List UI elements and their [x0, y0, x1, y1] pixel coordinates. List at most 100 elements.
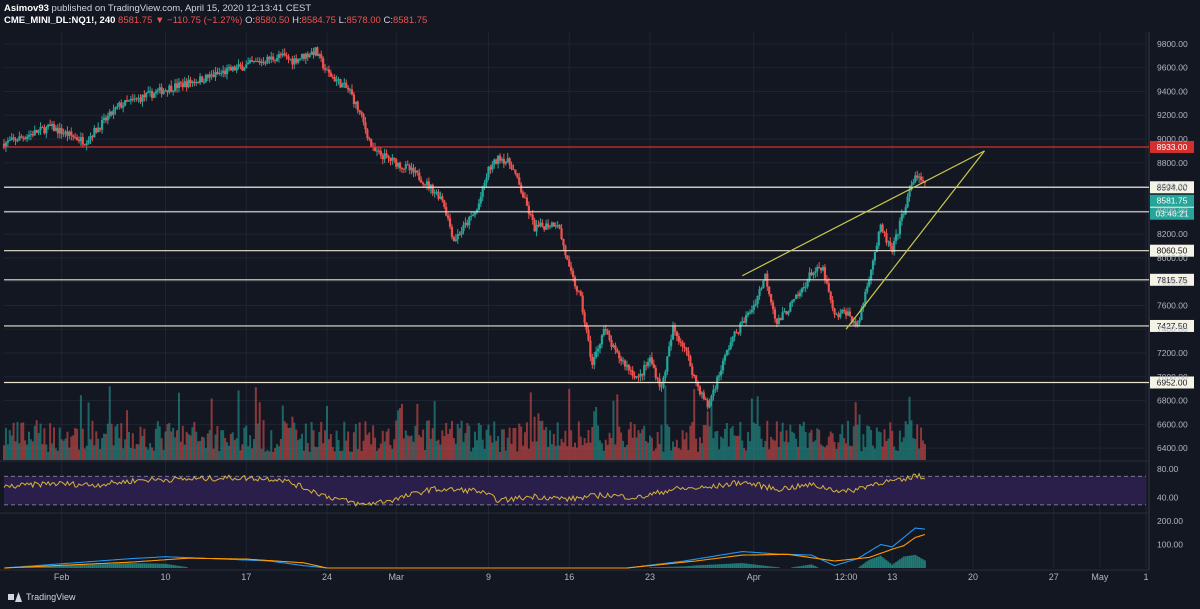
volume-bar: [345, 440, 348, 460]
volume-bar: [120, 423, 123, 460]
candle-body: [525, 197, 529, 206]
candle-body: [733, 331, 736, 337]
candle-body: [635, 376, 638, 378]
candle-body: [87, 139, 90, 144]
volume-bar: [537, 413, 540, 460]
candle-body: [320, 54, 323, 59]
candle-body: [27, 135, 31, 137]
candle-body: [316, 47, 319, 57]
candle-body: [368, 137, 371, 140]
volume-bar: [839, 434, 842, 460]
volume-bar: [823, 447, 826, 460]
candle-body: [102, 117, 106, 121]
volume-bar: [743, 448, 746, 460]
macd-histogram-bar: [80, 565, 82, 568]
candle-body: [573, 276, 577, 287]
candle-body: [631, 370, 634, 376]
candle-body: [197, 82, 200, 84]
macd-histogram-bar: [95, 564, 98, 568]
rsi-tick-label: 80.00: [1157, 464, 1179, 474]
candle-body: [206, 74, 209, 78]
volume-bar: [385, 431, 388, 460]
volume-bar: [197, 441, 200, 460]
candle-body: [914, 175, 917, 183]
tradingview-brand: TradingView: [26, 592, 76, 602]
volume-bar: [4, 427, 7, 460]
candle-body: [521, 192, 525, 198]
candle-body: [693, 374, 696, 376]
macd-histogram-bar: [860, 565, 863, 568]
volume-bar: [474, 431, 477, 460]
candle-body: [562, 238, 565, 246]
candle-body: [798, 292, 802, 296]
candle-body: [364, 122, 367, 130]
candle-body: [31, 134, 34, 136]
candle-body: [189, 79, 192, 84]
volume-bar: [412, 441, 415, 460]
volume-bar: [597, 425, 600, 460]
macd-histogram-bar: [151, 563, 153, 568]
macd-histogram-bar: [654, 567, 657, 568]
candle-body: [337, 79, 340, 81]
publisher-user[interactable]: Asimov93: [4, 3, 49, 14]
volume-bar: [735, 436, 738, 460]
volume-bar: [693, 389, 696, 460]
candle-body: [152, 93, 156, 98]
candle-body: [718, 375, 721, 377]
candle-body: [343, 82, 346, 84]
volume-bar: [673, 446, 676, 460]
candle-body: [322, 58, 325, 69]
candle-body: [508, 158, 511, 165]
volume-bar: [112, 445, 115, 460]
candle-body: [266, 56, 269, 64]
volume-bar: [737, 435, 740, 460]
volume-bar: [754, 423, 757, 460]
candle-body: [56, 127, 59, 134]
macd-histogram-bar: [658, 567, 661, 568]
volume-bar: [639, 433, 642, 460]
macd-histogram-bar: [802, 565, 805, 568]
candle-body: [621, 360, 625, 362]
candle-body: [175, 83, 179, 88]
candle-body: [93, 127, 96, 138]
volume-bar: [770, 436, 773, 460]
macd-histogram-bar: [145, 563, 148, 568]
y-tick-label: 6600.00: [1157, 419, 1188, 429]
volume-bar: [149, 443, 152, 460]
volume-bar: [418, 435, 421, 460]
volume-bar: [337, 440, 340, 460]
y-tick-label: 7200.00: [1157, 348, 1188, 358]
candle-body: [41, 127, 44, 129]
volume-bar: [364, 421, 367, 460]
volume-bar: [479, 424, 482, 460]
volume-bar: [764, 440, 767, 460]
candle-body: [168, 85, 171, 93]
candle-body: [114, 107, 117, 110]
macd-histogram-bar: [902, 556, 905, 568]
candle-body: [527, 205, 530, 214]
symbol-name[interactable]: CME_MINI_DL:NQ1!, 240: [4, 15, 116, 26]
candle-body: [796, 294, 800, 296]
volume-bar: [604, 439, 607, 460]
candle-body: [881, 224, 884, 232]
tradingview-footer[interactable]: TradingView: [8, 592, 76, 602]
volume-bar: [356, 449, 359, 460]
volume-bar: [420, 437, 423, 460]
candle-body: [422, 182, 425, 185]
candle-body: [637, 376, 640, 378]
candle-body: [648, 357, 652, 363]
candle-body: [45, 126, 48, 134]
x-tick-label: 10: [160, 572, 170, 582]
volume-bar: [393, 439, 396, 460]
candle-body: [260, 61, 263, 63]
candle-body: [839, 312, 842, 318]
candle-body: [787, 311, 790, 315]
macd-histogram-bar: [768, 566, 771, 568]
volume-bar: [500, 429, 503, 460]
volume-bar: [260, 448, 263, 460]
volume-bar: [495, 440, 498, 460]
candle-body: [270, 56, 273, 60]
candle-body: [633, 375, 636, 378]
candle-body: [77, 139, 81, 142]
